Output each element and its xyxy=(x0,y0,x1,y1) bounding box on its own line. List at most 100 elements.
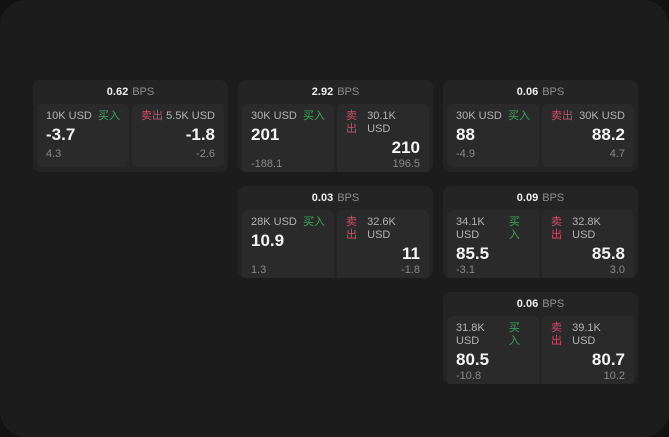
quotes-grid: 0.62 BPS 10K USD 买入 -3.7 4.3 卖出 5.5K USD xyxy=(33,80,638,384)
bps-unit-label: BPS xyxy=(337,192,360,204)
buy-side-label: 买入 xyxy=(508,322,520,347)
bps-unit-label: BPS xyxy=(542,298,565,310)
buy-side-label: 买入 xyxy=(98,110,120,122)
sell-amount: 39.1K USD xyxy=(572,322,601,347)
sell-label-row: 卖出 30K USD xyxy=(551,110,625,123)
buy-amount: 10K USD xyxy=(46,110,92,122)
sell-side-label: 卖出 xyxy=(141,110,163,122)
sell-label-row: 卖出 5.5K USD xyxy=(141,110,215,123)
buy-label-row: 30K USD 买入 xyxy=(456,110,530,123)
buy-label-row: 30K USD 买入 xyxy=(251,110,325,123)
quote-card: 0.09 BPS 34.1K USD 买入 85.5 -3.1 卖出 32.8K… xyxy=(443,186,638,278)
bps-unit-label: BPS xyxy=(542,86,565,98)
bps-unit-label: BPS xyxy=(542,192,565,204)
sell-side-label: 卖出 xyxy=(346,110,357,135)
quote-card: 0.62 BPS 10K USD 买入 -3.7 4.3 卖出 5.5K USD xyxy=(33,80,228,172)
quote-card: 2.92 BPS 30K USD 买入 201 -188.1 卖出 30.1K … xyxy=(238,80,433,172)
bps-header: 0.09 BPS xyxy=(443,186,638,210)
sell-delta: 10.2 xyxy=(603,370,625,382)
quote-panels: 30K USD 买入 201 -188.1 卖出 30.1K USD 210 1… xyxy=(238,104,433,172)
bps-value: 0.06 xyxy=(516,298,539,310)
bps-header: 0.06 BPS xyxy=(443,80,638,104)
sell-side-label: 卖出 xyxy=(551,322,562,347)
sell-amount: 30.1K USD xyxy=(367,110,396,135)
buy-panel[interactable]: 30K USD 买入 201 -188.1 xyxy=(242,104,334,172)
bps-value: 0.09 xyxy=(516,192,539,204)
sell-amount: 32.6K USD xyxy=(367,216,396,241)
buy-price: 10.9 xyxy=(251,231,285,250)
buy-panel[interactable]: 30K USD 买入 88 -4.9 xyxy=(447,104,539,167)
buy-label-row: 10K USD 买入 xyxy=(46,110,120,123)
bps-value: 0.06 xyxy=(516,86,539,98)
bps-value: 0.03 xyxy=(311,192,334,204)
sell-panel[interactable]: 卖出 32.6K USD 11 -1.8 xyxy=(337,210,429,278)
sell-price: 85.8 xyxy=(591,244,625,263)
sell-delta: -2.6 xyxy=(196,148,215,160)
buy-delta: -4.9 xyxy=(456,148,475,160)
buy-price: -3.7 xyxy=(46,125,76,144)
buy-delta: -3.1 xyxy=(456,264,475,276)
quote-panels: 10K USD 买入 -3.7 4.3 卖出 5.5K USD -1.8 -2.… xyxy=(33,104,228,172)
buy-delta: 4.3 xyxy=(46,148,62,160)
sell-price: 80.7 xyxy=(591,350,625,369)
buy-panel[interactable]: 10K USD 买入 -3.7 4.3 xyxy=(37,104,129,167)
quote-card: 0.06 BPS 31.8K USD 买入 80.5 -10.8 卖出 39.1… xyxy=(443,292,638,384)
buy-amount: 34.1K USD xyxy=(456,216,485,241)
buy-price: 85.5 xyxy=(456,244,490,263)
quote-panels: 28K USD 买入 10.9 1.3 卖出 32.6K USD 11 -1.8 xyxy=(238,210,433,278)
sell-label-row: 卖出 32.8K USD xyxy=(551,216,625,242)
sell-amount: 5.5K USD xyxy=(166,110,215,122)
buy-amount: 30K USD xyxy=(251,110,297,122)
sell-amount: 30K USD xyxy=(579,110,625,122)
buy-price: 80.5 xyxy=(456,350,490,369)
buy-delta: -10.8 xyxy=(456,370,482,382)
sell-label-row: 卖出 30.1K USD xyxy=(346,110,420,136)
buy-side-label: 买入 xyxy=(508,216,520,241)
sell-price: -1.8 xyxy=(185,125,215,144)
sell-side-label: 卖出 xyxy=(551,110,573,122)
buy-price: 201 xyxy=(251,125,280,144)
bps-header: 0.06 BPS xyxy=(443,292,638,316)
quote-panels: 31.8K USD 买入 80.5 -10.8 卖出 39.1K USD 80.… xyxy=(443,316,638,384)
bps-header: 0.62 BPS xyxy=(33,80,228,104)
sell-side-label: 卖出 xyxy=(346,216,357,241)
sell-panel[interactable]: 卖出 32.8K USD 85.8 3.0 xyxy=(542,210,634,278)
buy-label-row: 28K USD 买入 xyxy=(251,216,325,229)
quote-card: 0.03 BPS 28K USD 买入 10.9 1.3 卖出 32.6K US… xyxy=(238,186,433,278)
buy-label-row: 34.1K USD 买入 xyxy=(456,216,530,242)
bps-unit-label: BPS xyxy=(132,86,155,98)
sell-price: 210 xyxy=(391,138,420,157)
buy-delta: -188.1 xyxy=(251,158,283,170)
sell-side-label: 卖出 xyxy=(551,216,562,241)
sell-panel[interactable]: 卖出 39.1K USD 80.7 10.2 xyxy=(542,316,634,384)
buy-side-label: 买入 xyxy=(508,110,530,122)
quote-panels: 34.1K USD 买入 85.5 -3.1 卖出 32.8K USD 85.8… xyxy=(443,210,638,278)
sell-amount: 32.8K USD xyxy=(572,216,601,241)
bps-header: 0.03 BPS xyxy=(238,186,433,210)
quote-panels: 30K USD 买入 88 -4.9 卖出 30K USD 88.2 4.7 xyxy=(443,104,638,172)
sell-panel[interactable]: 卖出 30.1K USD 210 196.5 xyxy=(337,104,429,172)
sell-delta: -1.8 xyxy=(401,264,420,276)
sell-delta: 196.5 xyxy=(392,158,420,170)
buy-panel[interactable]: 28K USD 买入 10.9 1.3 xyxy=(242,210,334,278)
sell-delta: 3.0 xyxy=(609,264,625,276)
buy-label-row: 31.8K USD 买入 xyxy=(456,322,530,348)
sell-label-row: 卖出 32.6K USD xyxy=(346,216,420,242)
bps-unit-label: BPS xyxy=(337,86,360,98)
sell-price: 11 xyxy=(402,244,420,263)
buy-side-label: 买入 xyxy=(303,216,325,228)
buy-panel[interactable]: 34.1K USD 买入 85.5 -3.1 xyxy=(447,210,539,278)
sell-delta: 4.7 xyxy=(609,148,625,160)
buy-side-label: 买入 xyxy=(303,110,325,122)
bps-header: 2.92 BPS xyxy=(238,80,433,104)
buy-delta: 1.3 xyxy=(251,264,267,276)
bps-value: 2.92 xyxy=(311,86,334,98)
buy-amount: 30K USD xyxy=(456,110,502,122)
buy-panel[interactable]: 31.8K USD 买入 80.5 -10.8 xyxy=(447,316,539,384)
sell-panel[interactable]: 卖出 5.5K USD -1.8 -2.6 xyxy=(132,104,224,167)
bps-value: 0.62 xyxy=(106,86,129,98)
sell-panel[interactable]: 卖出 30K USD 88.2 4.7 xyxy=(542,104,634,167)
sell-label-row: 卖出 39.1K USD xyxy=(551,322,625,348)
quote-card: 0.06 BPS 30K USD 买入 88 -4.9 卖出 30K USD xyxy=(443,80,638,172)
